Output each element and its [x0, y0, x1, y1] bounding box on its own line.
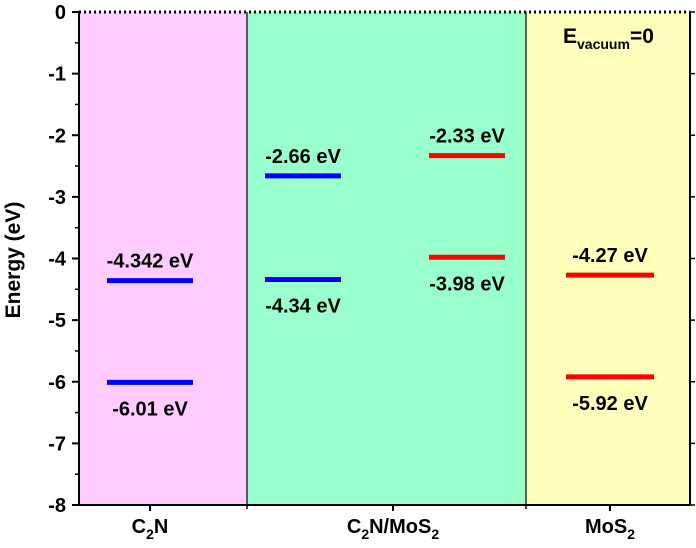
category-label-0: C2N [132, 516, 169, 542]
category-label-1: C2N/MoS2 [347, 516, 439, 542]
category-label-0-main: C [132, 516, 146, 538]
y-tick-label-0: 0 [55, 2, 66, 24]
category-label-2-main: MoS [585, 516, 627, 538]
y-tick-label-2: -2 [48, 125, 66, 147]
energy-level-label-6: -4.27 eV [572, 245, 648, 267]
y-tick-label-1: -1 [48, 64, 66, 86]
y-tick-label-6: -6 [48, 372, 66, 394]
category-label-1-main: C [347, 516, 361, 538]
energy-level-label-7: -5.92 eV [572, 393, 648, 415]
category-label-1-sub2: 2 [431, 526, 439, 542]
y-tick-label-7: -7 [48, 433, 66, 455]
energy-level-label-3: -4.34 eV [265, 295, 341, 317]
y-tick-label-4: -4 [48, 249, 67, 271]
vacuum-annotation: Evacuum=0 [563, 25, 654, 52]
y-axis-title: Energy (eV) [2, 202, 25, 319]
category-label-2-sub: 2 [627, 526, 635, 542]
levels-layer: -4.342 eV -6.01 eV -2.66 eV -4.34 eV -2.33 e… [107, 126, 654, 420]
category-label-1-suffix: N/MoS [369, 516, 431, 538]
vacuum-annotation-suffix: =0 [630, 25, 654, 48]
energy-level-label-4: -2.33 eV [429, 126, 505, 148]
vacuum-annotation-sub: vacuum [577, 36, 630, 52]
y-tick-label-3: -3 [48, 187, 66, 209]
category-label-0-suffix: N [154, 516, 168, 538]
energy-level-label-5: -3.98 eV [429, 273, 505, 295]
energy-level-label-2: -2.66 eV [265, 146, 341, 168]
category-label-1-sub: 2 [361, 526, 369, 542]
panel-0-background [79, 12, 247, 505]
vacuum-annotation-main: E [563, 25, 577, 48]
y-tick-label-8: -8 [48, 495, 66, 517]
panel-2-background [526, 12, 690, 505]
energy-level-label-1: -6.01 eV [112, 398, 188, 420]
energy-level-label-0: -4.342 eV [107, 251, 194, 273]
category-label-0-sub: 2 [146, 526, 154, 542]
category-label-2: MoS2 [585, 516, 635, 542]
y-tick-label-5: -5 [48, 310, 66, 332]
